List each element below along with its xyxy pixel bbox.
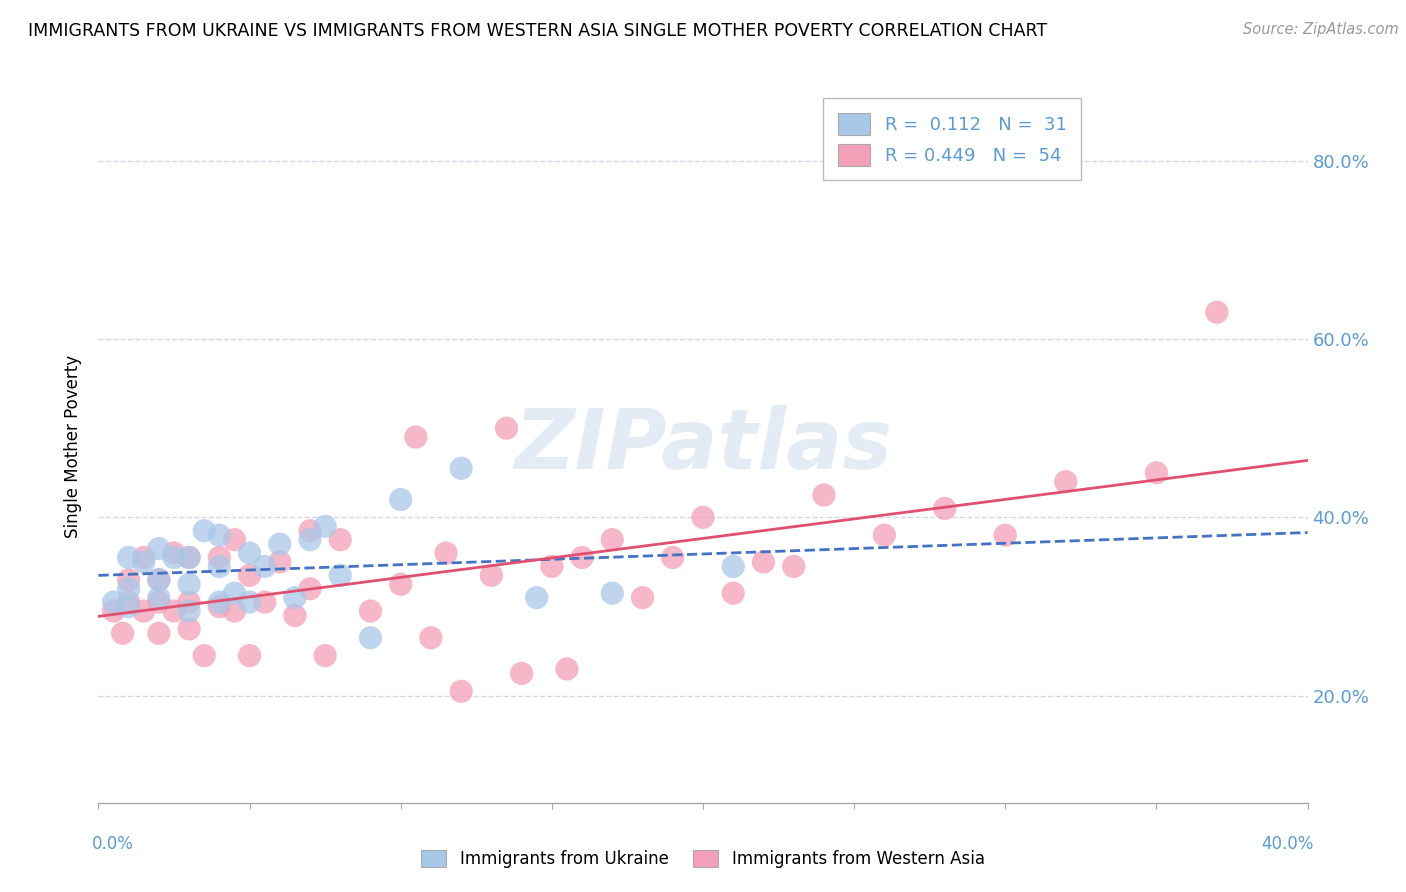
Point <box>118 582 141 596</box>
Point <box>661 550 683 565</box>
Point <box>208 550 231 565</box>
Point <box>118 599 141 614</box>
Point <box>179 550 201 565</box>
Point <box>299 524 322 538</box>
Point <box>420 631 443 645</box>
Point <box>329 533 352 547</box>
Point <box>555 662 578 676</box>
Point <box>148 595 170 609</box>
Point <box>299 582 322 596</box>
Point <box>118 595 141 609</box>
Legend: R =  0.112   N =  31, R = 0.449   N =  54: R = 0.112 N = 31, R = 0.449 N = 54 <box>823 98 1081 180</box>
Point <box>1144 466 1167 480</box>
Point <box>224 533 246 547</box>
Point <box>179 577 201 591</box>
Point <box>813 488 835 502</box>
Text: 40.0%: 40.0% <box>1261 835 1313 853</box>
Point <box>284 608 307 623</box>
Point <box>405 430 427 444</box>
Point <box>179 595 201 609</box>
Point <box>389 492 412 507</box>
Point <box>148 573 170 587</box>
Point <box>132 550 155 565</box>
Point <box>329 568 352 582</box>
Point <box>163 546 186 560</box>
Point <box>994 528 1017 542</box>
Point <box>1054 475 1077 489</box>
Point <box>118 573 141 587</box>
Point <box>208 599 231 614</box>
Point <box>239 648 262 663</box>
Point <box>103 595 125 609</box>
Point <box>193 524 215 538</box>
Point <box>179 550 201 565</box>
Point <box>239 546 262 560</box>
Point <box>873 528 896 542</box>
Point <box>163 604 186 618</box>
Point <box>314 648 336 663</box>
Point <box>540 559 562 574</box>
Point <box>783 559 806 574</box>
Point <box>934 501 956 516</box>
Point <box>193 648 215 663</box>
Point <box>602 533 624 547</box>
Point <box>723 559 745 574</box>
Point <box>179 622 201 636</box>
Text: 0.0%: 0.0% <box>93 835 134 853</box>
Point <box>723 586 745 600</box>
Point <box>208 559 231 574</box>
Point <box>103 604 125 618</box>
Point <box>148 591 170 605</box>
Point <box>450 684 472 698</box>
Point <box>179 604 201 618</box>
Point <box>360 631 382 645</box>
Y-axis label: Single Mother Poverty: Single Mother Poverty <box>65 354 83 538</box>
Point <box>571 550 593 565</box>
Point <box>111 626 134 640</box>
Legend: Immigrants from Ukraine, Immigrants from Western Asia: Immigrants from Ukraine, Immigrants from… <box>415 843 991 875</box>
Point <box>450 461 472 475</box>
Point <box>132 555 155 569</box>
Point <box>481 568 503 582</box>
Point <box>148 541 170 556</box>
Text: ZIPatlas: ZIPatlas <box>515 406 891 486</box>
Point <box>602 586 624 600</box>
Point <box>132 604 155 618</box>
Point <box>495 421 517 435</box>
Point <box>510 666 533 681</box>
Point <box>253 595 276 609</box>
Point <box>239 595 262 609</box>
Point <box>752 555 775 569</box>
Point <box>526 591 548 605</box>
Point <box>148 626 170 640</box>
Point <box>208 528 231 542</box>
Point <box>253 559 276 574</box>
Point <box>1206 305 1229 319</box>
Point <box>239 568 262 582</box>
Point <box>434 546 457 560</box>
Point <box>163 550 186 565</box>
Point <box>284 591 307 605</box>
Point <box>389 577 412 591</box>
Point <box>360 604 382 618</box>
Point <box>224 604 246 618</box>
Point <box>314 519 336 533</box>
Point <box>224 586 246 600</box>
Text: IMMIGRANTS FROM UKRAINE VS IMMIGRANTS FROM WESTERN ASIA SINGLE MOTHER POVERTY CO: IMMIGRANTS FROM UKRAINE VS IMMIGRANTS FR… <box>28 22 1047 40</box>
Point <box>269 537 291 551</box>
Point <box>269 555 291 569</box>
Point <box>118 550 141 565</box>
Point <box>692 510 714 524</box>
Point <box>148 573 170 587</box>
Point <box>208 595 231 609</box>
Point <box>631 591 654 605</box>
Text: Source: ZipAtlas.com: Source: ZipAtlas.com <box>1243 22 1399 37</box>
Point <box>299 533 322 547</box>
